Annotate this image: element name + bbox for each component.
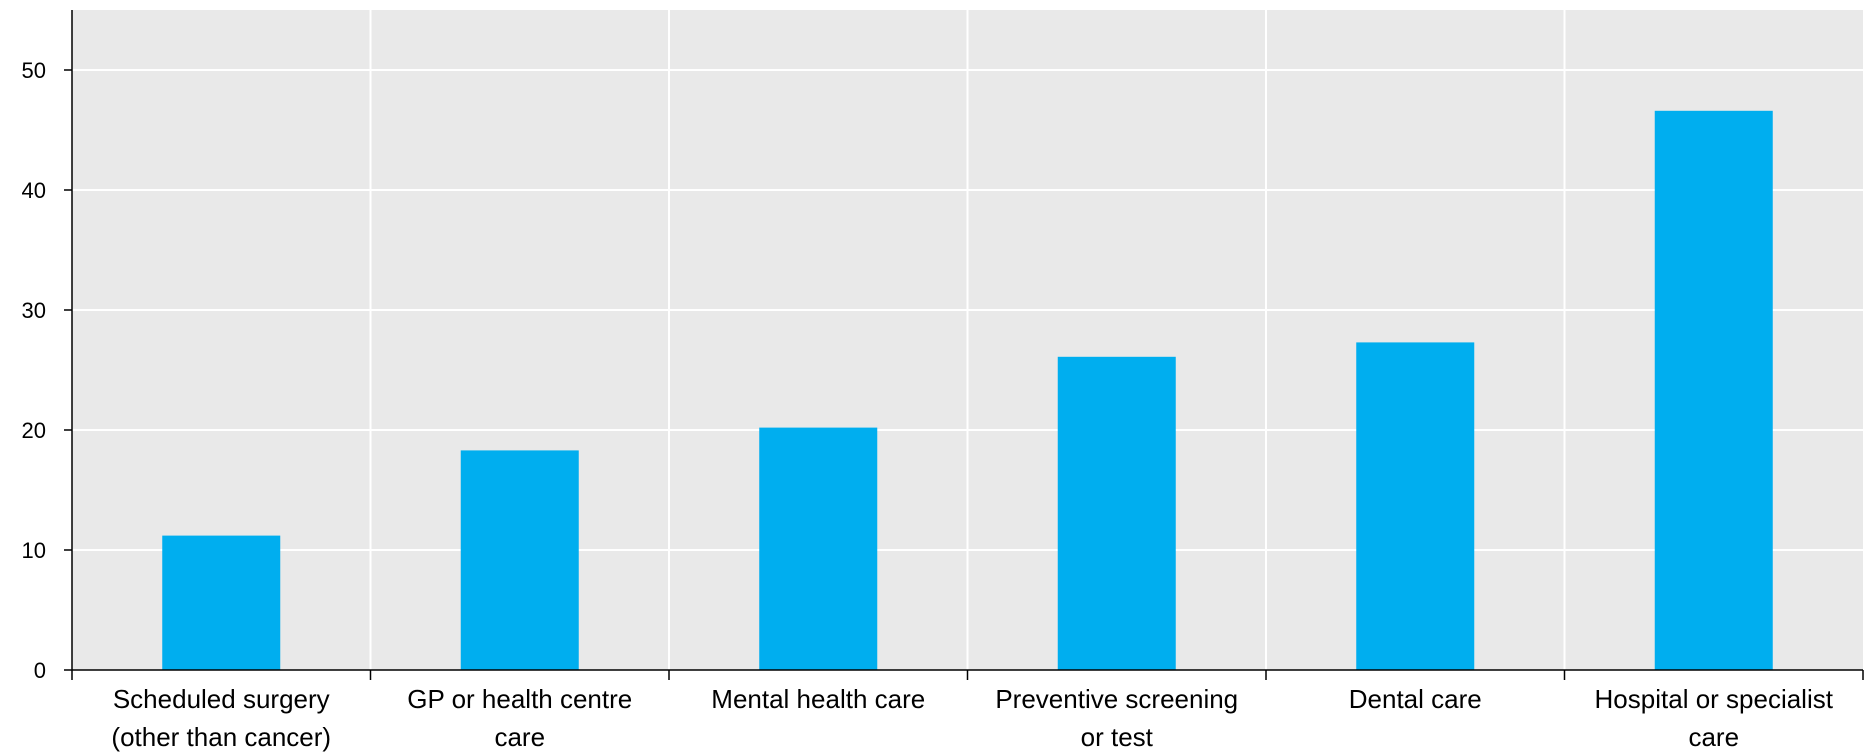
x-axis-labels: Scheduled surgery (other than cancer) GP o… xyxy=(111,684,1833,752)
x-tick-label-4: Dental care xyxy=(1349,684,1482,714)
x-tick-label-5: Hospital or specialist care xyxy=(1595,684,1834,752)
bar-4 xyxy=(1356,342,1475,670)
bar-3 xyxy=(1057,356,1176,670)
bar-2 xyxy=(759,427,878,670)
axes xyxy=(71,10,1864,680)
y-tick-label-50: 50 xyxy=(22,58,46,83)
x-tick-label-2: Mental health care xyxy=(711,684,925,714)
y-tick-label-0: 0 xyxy=(34,658,46,683)
bar-0 xyxy=(162,535,281,670)
bar-1 xyxy=(460,450,579,670)
x-tick-label-1: GP or health centre care xyxy=(407,684,632,752)
x-tick-label-3: Preventive screening or test xyxy=(995,684,1238,752)
bars xyxy=(162,110,1773,671)
bar-5 xyxy=(1654,110,1773,671)
y-tick-label-30: 30 xyxy=(22,298,46,323)
y-tick-label-20: 20 xyxy=(22,418,46,443)
y-tick-label-40: 40 xyxy=(22,178,46,203)
gridlines xyxy=(72,10,1863,670)
y-axis-ticks: 0 10 20 30 40 50 xyxy=(22,58,72,683)
x-tick-label-0: Scheduled surgery (other than cancer) xyxy=(111,684,331,752)
y-tick-label-10: 10 xyxy=(22,538,46,563)
